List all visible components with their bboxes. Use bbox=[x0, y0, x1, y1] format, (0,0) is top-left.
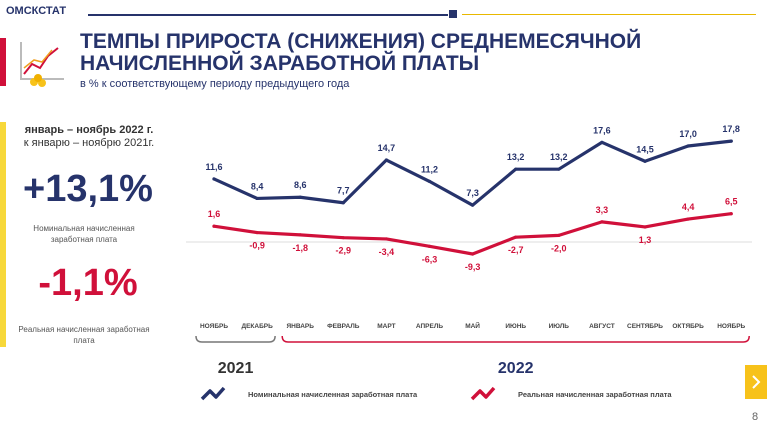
x-tick-label: ФЕВРАЛЬ bbox=[327, 323, 360, 330]
data-label: 8,4 bbox=[251, 181, 264, 191]
real-point bbox=[341, 236, 345, 240]
nominal-point bbox=[514, 167, 518, 171]
chart-growth-icon bbox=[20, 42, 64, 87]
data-label: 11,2 bbox=[421, 164, 438, 174]
data-label: -2,9 bbox=[336, 246, 352, 256]
side-accent-bar bbox=[0, 122, 6, 347]
nominal-point bbox=[686, 144, 690, 148]
data-label: 17,6 bbox=[593, 125, 611, 135]
nominal-point bbox=[255, 196, 259, 201]
data-label: -3,4 bbox=[379, 247, 395, 257]
data-label: -1,8 bbox=[292, 243, 308, 253]
header-divider bbox=[88, 14, 448, 16]
data-label: -9,3 bbox=[465, 262, 481, 272]
data-label: 13,2 bbox=[550, 152, 568, 162]
real-point bbox=[471, 252, 475, 256]
data-label: 8,6 bbox=[294, 180, 307, 190]
real-growth-label: Реальная начисленная заработная плата bbox=[18, 325, 150, 345]
summary-comparison: к январю – ноябрю 2021г. bbox=[23, 137, 155, 149]
nominal-point bbox=[643, 159, 647, 163]
x-tick-label: ИЮЛЬ bbox=[549, 323, 570, 330]
real-point bbox=[643, 225, 647, 229]
x-tick-label: ДЕКАБРЬ bbox=[241, 323, 273, 330]
legend-swatch bbox=[200, 386, 226, 401]
real-point bbox=[600, 220, 604, 224]
data-label: 6,5 bbox=[725, 197, 738, 207]
chevron-right-icon bbox=[752, 375, 761, 389]
data-label: 13,2 bbox=[507, 152, 525, 162]
page-title: ТЕМПЫ ПРИРОСТА (СНИЖЕНИЯ) СРЕДНЕМЕСЯЧНОЙ… bbox=[80, 30, 642, 75]
x-tick-label: АВГУСТ bbox=[589, 323, 615, 330]
summary-period: январь – ноябрь 2022 г. bbox=[24, 124, 154, 136]
year-label: 2021 bbox=[218, 360, 254, 377]
data-label: 14,5 bbox=[636, 144, 654, 154]
data-label: 17,0 bbox=[679, 129, 697, 139]
x-tick-label: МАЙ bbox=[465, 321, 480, 330]
nominal-point bbox=[341, 201, 345, 205]
brand-logo-text: ОМСКСТАТ bbox=[6, 5, 67, 17]
real-point bbox=[427, 244, 432, 248]
real-point bbox=[298, 233, 302, 237]
year-bracket bbox=[281, 335, 750, 343]
header-accent-line bbox=[462, 14, 756, 15]
real-point bbox=[686, 217, 690, 221]
data-label: 1,6 bbox=[208, 209, 221, 219]
real-point bbox=[255, 230, 259, 235]
year-bracket bbox=[195, 335, 276, 343]
legend-label: Реальная начисленная заработная плата bbox=[518, 390, 672, 399]
real-point bbox=[557, 233, 561, 237]
data-label: -2,0 bbox=[551, 243, 567, 253]
nominal-point bbox=[298, 195, 302, 199]
nominal-point bbox=[600, 140, 604, 144]
x-tick-label: ЯНВАРЬ bbox=[286, 323, 314, 330]
page-number: 8 bbox=[752, 411, 759, 423]
real-point bbox=[384, 237, 388, 241]
data-label: -0,9 bbox=[249, 241, 265, 251]
real-growth-value: -1,1% bbox=[38, 262, 138, 304]
year-label: 2022 bbox=[498, 360, 534, 377]
real-point bbox=[729, 212, 733, 216]
data-label: 11,6 bbox=[205, 162, 222, 172]
nominal-growth-value: +13,1% bbox=[23, 168, 153, 210]
data-label: 7,7 bbox=[337, 186, 350, 196]
nominal-point bbox=[471, 203, 475, 207]
x-tick-label: ОКТЯБРЬ bbox=[672, 323, 704, 330]
nominal-point bbox=[729, 139, 733, 143]
nominal-point bbox=[384, 158, 388, 162]
data-label: 3,3 bbox=[596, 205, 609, 215]
legend-label: Номинальная начисленная заработная плата bbox=[248, 390, 418, 399]
data-label: 7,3 bbox=[466, 188, 479, 198]
data-label: 17,8 bbox=[722, 124, 740, 134]
nominal-point bbox=[427, 179, 432, 183]
data-label: 14,7 bbox=[378, 143, 396, 153]
next-slide-button[interactable] bbox=[745, 365, 767, 399]
x-tick-label: НОЯБРЬ bbox=[717, 323, 745, 330]
real-point bbox=[212, 224, 216, 228]
data-label: -6,3 bbox=[422, 254, 438, 264]
nominal-point bbox=[212, 177, 216, 181]
x-tick-label: АПРЕЛЬ bbox=[416, 323, 444, 330]
real-point bbox=[514, 235, 518, 239]
nominal-point bbox=[557, 167, 561, 171]
legend-swatch bbox=[470, 386, 496, 401]
page-subtitle: в % к соответствующему периоду предыдуще… bbox=[80, 78, 350, 90]
nominal-growth-label: Номинальная начисленная заработная плата bbox=[33, 224, 135, 244]
data-label: 1,3 bbox=[639, 235, 652, 245]
x-tick-label: ИЮНЬ bbox=[505, 323, 526, 330]
data-label: 4,4 bbox=[682, 202, 695, 212]
data-label: -2,7 bbox=[508, 245, 524, 255]
x-tick-label: МАРТ bbox=[377, 323, 395, 330]
title-accent-bar bbox=[0, 38, 6, 86]
header-square-marker bbox=[449, 10, 457, 18]
x-tick-label: НОЯБРЬ bbox=[200, 323, 228, 330]
x-tick-label: СЕНТЯБРЬ bbox=[627, 323, 663, 330]
